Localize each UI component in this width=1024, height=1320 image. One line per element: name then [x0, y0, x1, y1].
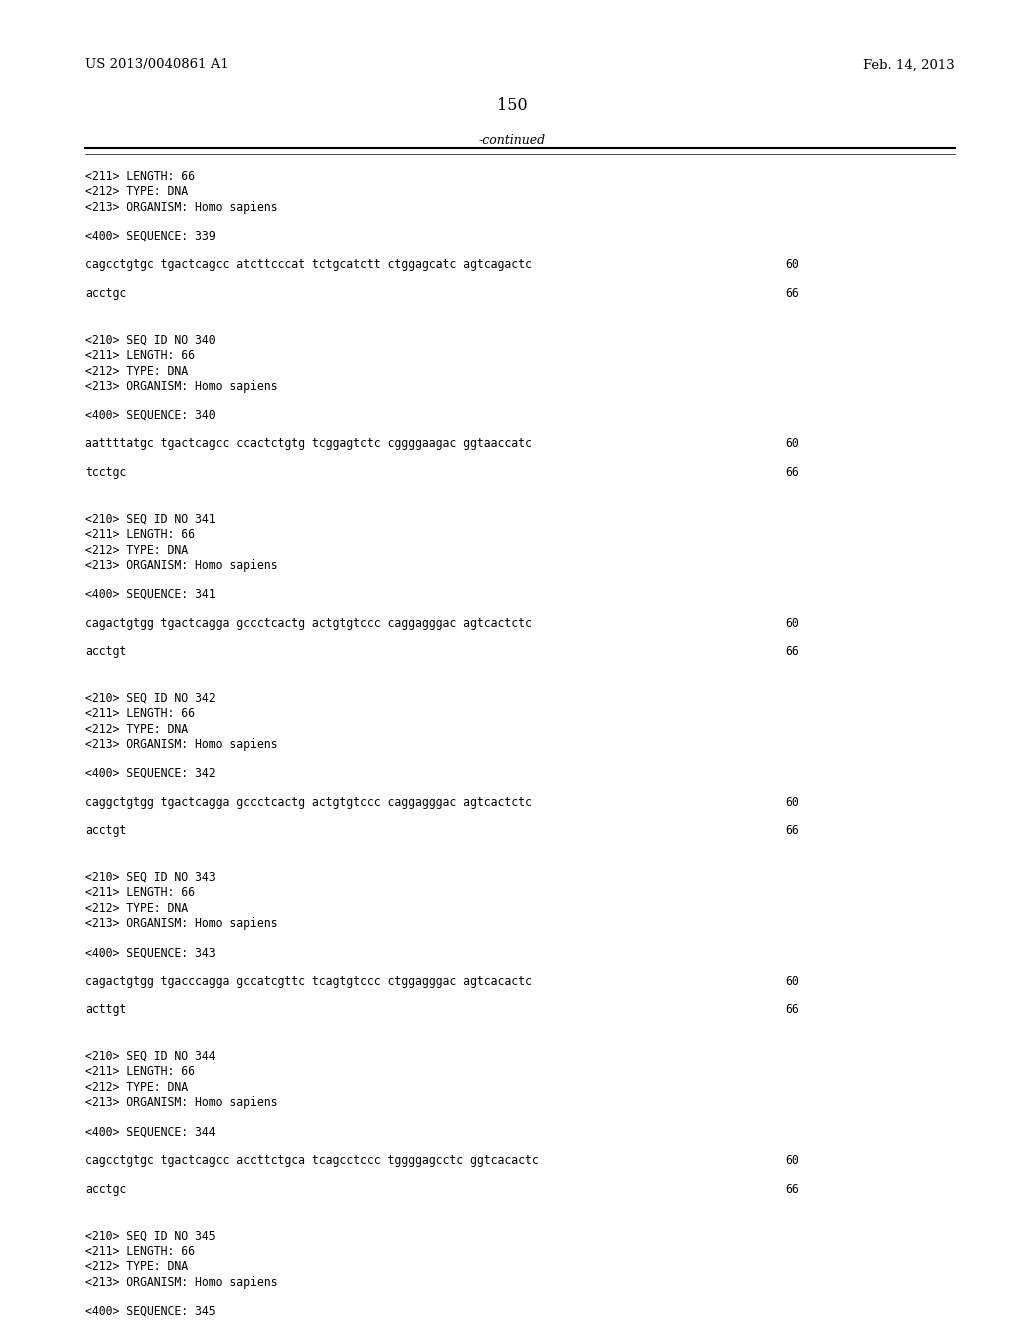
Text: 66: 66 — [785, 286, 799, 300]
Text: US 2013/0040861 A1: US 2013/0040861 A1 — [85, 58, 228, 71]
Text: cagcctgtgc tgactcagcc atcttcccat tctgcatctt ctggagcatc agtcagactc: cagcctgtgc tgactcagcc atcttcccat tctgcat… — [85, 259, 531, 272]
Text: <400> SEQUENCE: 339: <400> SEQUENCE: 339 — [85, 230, 216, 243]
Text: <400> SEQUENCE: 344: <400> SEQUENCE: 344 — [85, 1125, 216, 1138]
Text: 60: 60 — [785, 616, 799, 630]
Text: 60: 60 — [785, 974, 799, 987]
Text: <213> ORGANISM: Homo sapiens: <213> ORGANISM: Homo sapiens — [85, 1275, 278, 1288]
Text: acctgt: acctgt — [85, 645, 126, 659]
Text: Feb. 14, 2013: Feb. 14, 2013 — [863, 58, 955, 71]
Text: <213> ORGANISM: Homo sapiens: <213> ORGANISM: Homo sapiens — [85, 917, 278, 931]
Text: <400> SEQUENCE: 342: <400> SEQUENCE: 342 — [85, 767, 216, 780]
Text: 60: 60 — [785, 437, 799, 450]
Text: 150: 150 — [497, 96, 527, 114]
Text: <210> SEQ ID NO 343: <210> SEQ ID NO 343 — [85, 871, 216, 884]
Text: <210> SEQ ID NO 342: <210> SEQ ID NO 342 — [85, 692, 216, 705]
Text: <211> LENGTH: 66: <211> LENGTH: 66 — [85, 1065, 195, 1078]
Text: 60: 60 — [785, 1154, 799, 1167]
Text: <211> LENGTH: 66: <211> LENGTH: 66 — [85, 348, 195, 362]
Text: <210> SEQ ID NO 340: <210> SEQ ID NO 340 — [85, 334, 216, 347]
Text: <210> SEQ ID NO 344: <210> SEQ ID NO 344 — [85, 1049, 216, 1063]
Text: <213> ORGANISM: Homo sapiens: <213> ORGANISM: Homo sapiens — [85, 201, 278, 214]
Text: <210> SEQ ID NO 345: <210> SEQ ID NO 345 — [85, 1229, 216, 1242]
Text: 66: 66 — [785, 825, 799, 837]
Text: <212> TYPE: DNA: <212> TYPE: DNA — [85, 1261, 188, 1272]
Text: <211> LENGTH: 66: <211> LENGTH: 66 — [85, 887, 195, 899]
Text: <213> ORGANISM: Homo sapiens: <213> ORGANISM: Homo sapiens — [85, 380, 278, 393]
Text: cagcctgtgc tgactcagcc accttctgca tcagcctccc tggggagcctc ggtcacactc: cagcctgtgc tgactcagcc accttctgca tcagcct… — [85, 1154, 539, 1167]
Text: 66: 66 — [785, 1003, 799, 1016]
Text: 60: 60 — [785, 259, 799, 272]
Text: <213> ORGANISM: Homo sapiens: <213> ORGANISM: Homo sapiens — [85, 1097, 278, 1110]
Text: 66: 66 — [785, 1183, 799, 1196]
Text: 66: 66 — [785, 466, 799, 479]
Text: 66: 66 — [785, 645, 799, 659]
Text: <212> TYPE: DNA: <212> TYPE: DNA — [85, 902, 188, 915]
Text: cagactgtgg tgacccagga gccatcgttc tcagtgtccc ctggagggac agtcacactc: cagactgtgg tgacccagga gccatcgttc tcagtgt… — [85, 974, 531, 987]
Text: <211> LENGTH: 66: <211> LENGTH: 66 — [85, 170, 195, 183]
Text: <212> TYPE: DNA: <212> TYPE: DNA — [85, 723, 188, 735]
Text: cagactgtgg tgactcagga gccctcactg actgtgtccc caggagggac agtcactctc: cagactgtgg tgactcagga gccctcactg actgtgt… — [85, 616, 531, 630]
Text: <211> LENGTH: 66: <211> LENGTH: 66 — [85, 528, 195, 541]
Text: <212> TYPE: DNA: <212> TYPE: DNA — [85, 186, 188, 198]
Text: acttgt: acttgt — [85, 1003, 126, 1016]
Text: acctgt: acctgt — [85, 825, 126, 837]
Text: 60: 60 — [785, 796, 799, 809]
Text: <213> ORGANISM: Homo sapiens: <213> ORGANISM: Homo sapiens — [85, 560, 278, 572]
Text: acctgc: acctgc — [85, 1183, 126, 1196]
Text: tcctgc: tcctgc — [85, 466, 126, 479]
Text: -continued: -continued — [478, 135, 546, 148]
Text: <212> TYPE: DNA: <212> TYPE: DNA — [85, 1081, 188, 1094]
Text: <211> LENGTH: 66: <211> LENGTH: 66 — [85, 708, 195, 721]
Text: <212> TYPE: DNA: <212> TYPE: DNA — [85, 364, 188, 378]
Text: acctgc: acctgc — [85, 286, 126, 300]
Text: <210> SEQ ID NO 341: <210> SEQ ID NO 341 — [85, 512, 216, 525]
Text: <400> SEQUENCE: 345: <400> SEQUENCE: 345 — [85, 1304, 216, 1317]
Text: <212> TYPE: DNA: <212> TYPE: DNA — [85, 544, 188, 557]
Text: aattttatgc tgactcagcc ccactctgtg tcggagtctc cggggaagac ggtaaccatc: aattttatgc tgactcagcc ccactctgtg tcggagt… — [85, 437, 531, 450]
Text: <400> SEQUENCE: 343: <400> SEQUENCE: 343 — [85, 946, 216, 960]
Text: <400> SEQUENCE: 341: <400> SEQUENCE: 341 — [85, 587, 216, 601]
Text: caggctgtgg tgactcagga gccctcactg actgtgtccc caggagggac agtcactctc: caggctgtgg tgactcagga gccctcactg actgtgt… — [85, 796, 531, 809]
Text: <211> LENGTH: 66: <211> LENGTH: 66 — [85, 1245, 195, 1258]
Text: <400> SEQUENCE: 340: <400> SEQUENCE: 340 — [85, 409, 216, 422]
Text: <213> ORGANISM: Homo sapiens: <213> ORGANISM: Homo sapiens — [85, 738, 278, 751]
